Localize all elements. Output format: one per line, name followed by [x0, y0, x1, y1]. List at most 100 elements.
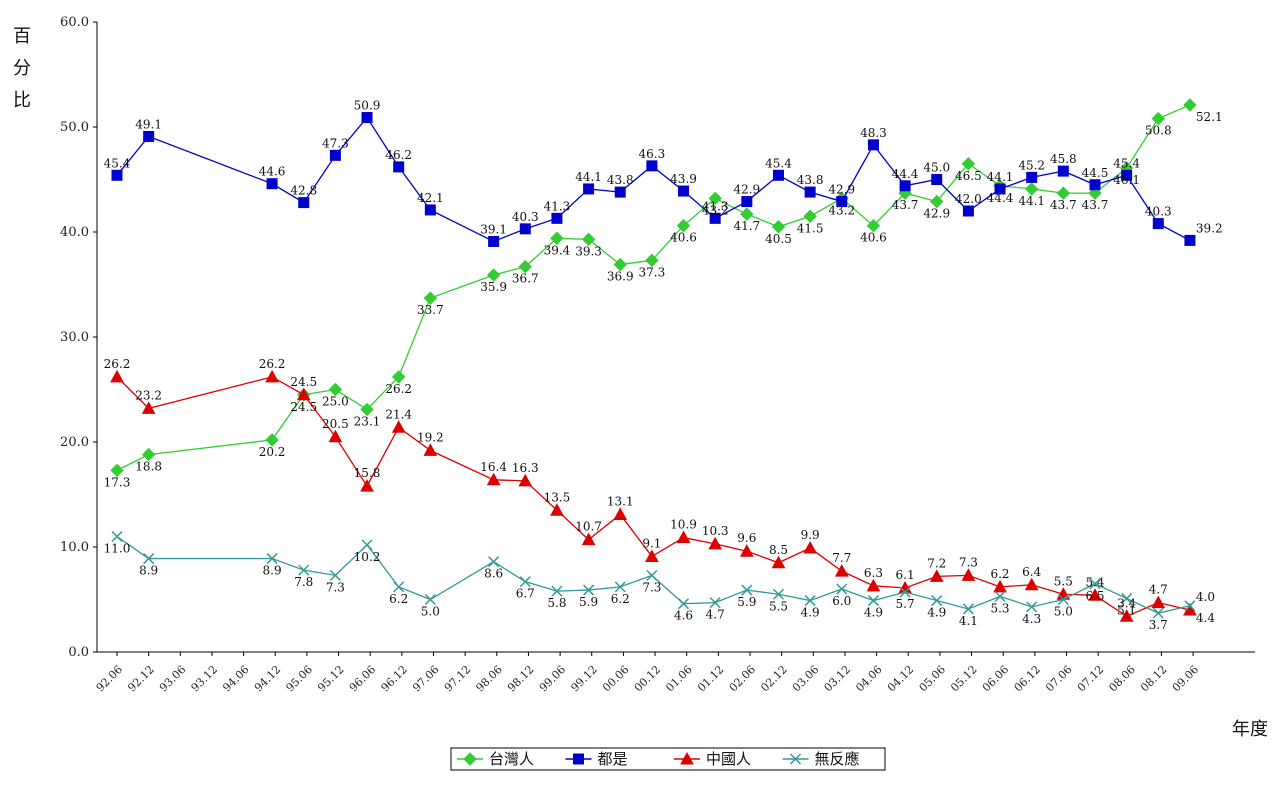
data-label: 50.8	[1145, 124, 1172, 138]
data-point	[741, 584, 753, 596]
data-label: 41.3	[702, 199, 729, 213]
data-label: 45.2	[1018, 158, 1045, 172]
data-point	[931, 174, 943, 185]
data-label: 43.7	[1050, 198, 1077, 212]
data-label: 8.6	[484, 567, 503, 581]
data-point	[708, 536, 723, 550]
x-tick-label: 03.06	[790, 663, 821, 694]
data-label: 7.3	[959, 555, 978, 569]
data-label: 6.2	[611, 592, 630, 606]
data-label: 19.2	[417, 430, 444, 444]
data-label: 20.5	[322, 417, 349, 431]
data-point	[424, 204, 436, 216]
data-point	[803, 209, 817, 223]
x-tick-label: 04.06	[853, 663, 884, 694]
data-point	[266, 553, 278, 565]
data-label: 6.4	[1022, 565, 1041, 579]
x-marker-stroke	[583, 584, 595, 596]
data-point	[296, 387, 311, 401]
data-point	[1184, 600, 1196, 612]
data-label: 45.4	[104, 156, 131, 170]
data-point	[1151, 111, 1165, 126]
data-point	[836, 196, 848, 208]
data-point	[486, 472, 501, 486]
data-point	[265, 369, 279, 383]
legend-label: 無反應	[815, 750, 860, 768]
data-point	[329, 149, 341, 161]
data-point	[771, 555, 786, 569]
data-point	[613, 507, 628, 520]
data-point	[423, 291, 438, 305]
data-point	[298, 197, 310, 209]
data-label: 3.4	[1117, 596, 1136, 610]
data-label: 13.5	[544, 490, 571, 504]
data-point	[961, 568, 976, 581]
axes: 0.010.020.030.040.050.060.092.06 92.12 93.…	[13, 15, 1268, 740]
data-point	[866, 578, 881, 592]
data-label: 4.4	[1196, 611, 1215, 625]
data-label: 44.4	[892, 167, 919, 181]
data-label: 26.2	[104, 357, 131, 371]
data-label: 4.3	[1022, 612, 1041, 626]
x-tick-label: 08.06	[1106, 663, 1137, 694]
y-tick-label: 60.0	[60, 15, 89, 30]
data-label: 45.8	[1050, 152, 1077, 166]
x-tick-label: 98.06	[473, 663, 504, 694]
data-label: 24.5	[290, 375, 317, 389]
data-label: 5.5	[769, 599, 788, 613]
legend-item: 中國人	[674, 750, 751, 768]
x-marker-stroke	[143, 553, 155, 565]
data-label: 9.6	[737, 531, 756, 545]
data-point	[1026, 601, 1038, 613]
data-label: 39.4	[544, 243, 571, 257]
x-tick-label: 97.06	[410, 663, 441, 694]
data-point	[1183, 98, 1197, 112]
data-point	[550, 231, 564, 246]
y-axis-title: 百分比	[13, 26, 31, 111]
data-label: 4.6	[674, 609, 693, 623]
data-point	[1119, 609, 1134, 622]
x-tick-label: 07.12	[1075, 663, 1106, 694]
x-marker-stroke	[298, 564, 310, 576]
data-point	[551, 212, 563, 224]
data-label: 10.3	[702, 524, 729, 538]
x-tick-label: 94.06	[220, 663, 251, 694]
data-point	[804, 186, 816, 198]
data-point	[581, 532, 596, 546]
data-point	[583, 584, 595, 596]
data-point	[993, 579, 1007, 593]
data-label: 46.5	[955, 169, 982, 183]
data-label: 48.3	[860, 126, 887, 140]
data-label: 46.3	[639, 147, 666, 161]
x-tick-label: 95.06	[284, 663, 315, 694]
data-point	[110, 463, 124, 478]
x-marker-stroke	[614, 581, 626, 593]
data-label: 44.1	[1018, 194, 1045, 208]
data-point	[771, 220, 786, 234]
data-point	[581, 232, 596, 247]
data-point	[360, 479, 374, 492]
data-label: 40.6	[860, 231, 887, 245]
x-marker-stroke	[678, 598, 690, 610]
data-label: 20.2	[259, 445, 286, 459]
x-tick-label: 93.06	[157, 663, 188, 694]
data-point	[360, 402, 374, 417]
data-label: 10.2	[354, 550, 381, 564]
x-axis-title: 年度	[1232, 719, 1268, 740]
x-marker-stroke	[772, 588, 785, 600]
data-label: 45.0	[923, 161, 950, 175]
data-label: 6.1	[896, 568, 915, 582]
data-label: 4.1	[959, 614, 978, 628]
y-tick-label: 10.0	[60, 540, 89, 555]
data-point	[929, 569, 944, 582]
data-point	[678, 598, 690, 610]
data-point	[143, 553, 155, 565]
data-label: 37.3	[639, 265, 666, 279]
data-point	[1024, 182, 1039, 196]
x-tick-label: 01.06	[663, 663, 694, 694]
data-point	[645, 253, 659, 268]
y-axis-title-char: 百	[13, 26, 31, 47]
legend-item: 台灣人	[457, 750, 534, 768]
data-label: 6.3	[864, 566, 883, 580]
